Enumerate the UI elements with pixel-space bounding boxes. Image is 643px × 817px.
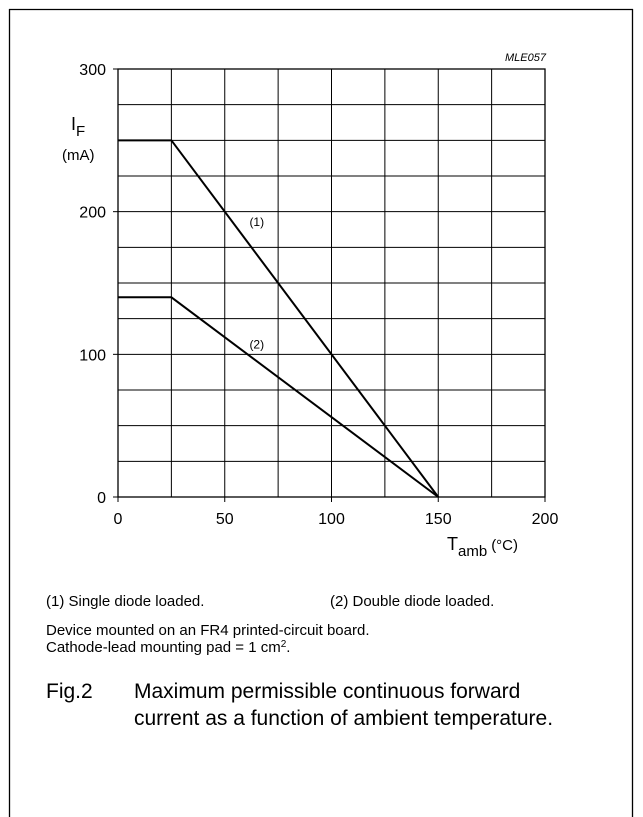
pad-note-suffix: . [286, 639, 291, 656]
y-tick-label: 0 [97, 490, 106, 507]
pad-note: Cathode-lead mounting pad = 1 cm2. [46, 639, 290, 657]
plot-area: 0 50 100 150 200 0 100 200 300 (1) (2) [79, 62, 558, 528]
y-tick-label: 200 [79, 205, 106, 222]
pad-note-text: Cathode-lead mounting pad = 1 cm [46, 639, 281, 656]
x-tick-label: 100 [318, 511, 345, 528]
figure-code: MLE057 [505, 52, 547, 64]
y-axis-unit: (mA) [62, 147, 95, 164]
x-tick-label: 50 [216, 511, 234, 528]
series-line-2 [118, 296, 439, 498]
x-tick-label: 0 [114, 511, 123, 528]
x-axis-label: Tamb (°C) [447, 534, 518, 560]
y-tick-label: 100 [79, 347, 106, 364]
y-tick-label: 300 [79, 62, 106, 79]
y-axis-label: IF [71, 114, 85, 140]
series-line-1 [118, 139, 440, 498]
figure-caption-label: Fig.2 [46, 680, 93, 703]
x-tick-label: 150 [425, 511, 452, 528]
x-axis-subscript: amb [458, 543, 487, 560]
figure-caption-text: Maximum permissible continuous forward c… [134, 680, 554, 730]
x-axis-symbol: T [447, 534, 458, 554]
mounting-note: Device mounted on an FR4 printed-circuit… [46, 622, 370, 639]
series-label-2: (2) [249, 338, 264, 352]
y-axis-symbol: I [71, 114, 76, 134]
legend-note-1: (1) Single diode loaded. [46, 593, 205, 610]
series-label-1: (1) [249, 215, 264, 229]
y-axis-subscript: F [76, 123, 85, 140]
pad-note-superscript: 2 [280, 639, 287, 650]
legend-note-2: (2) Double diode loaded. [330, 593, 495, 610]
x-tick-label: 200 [532, 511, 559, 528]
x-axis-unit: (°C) [491, 537, 518, 554]
